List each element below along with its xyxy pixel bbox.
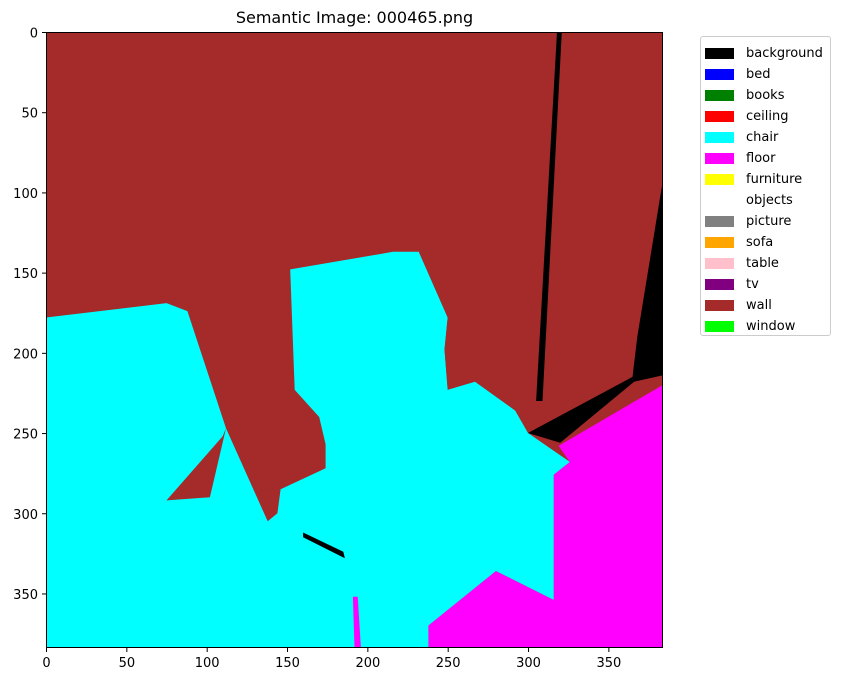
region-wall [290,384,326,466]
region-wall [418,250,483,318]
region-floor [428,384,663,648]
x-tick-label: 300 [516,656,541,671]
y-tick-label: 50 [21,107,38,122]
legend: background bed books ceiling chair floor furni… [700,36,831,336]
y-tick-label: 150 [13,267,38,282]
y-axis: 0 50 100 150 200 250 300 350 [13,27,46,603]
x-tick-label: 150 [275,656,300,671]
y-tick-label: 350 [13,588,38,603]
x-tick-label: 50 [119,656,136,671]
legend-swatch [705,111,734,122]
y-tick-label: 300 [13,508,38,523]
x-tick-label: 0 [42,656,50,671]
legend-label: bed [746,67,771,82]
legend-item-furniture: furniture [705,169,830,190]
legend-swatch [705,195,734,206]
legend-swatch [705,279,734,290]
legend-item-table: table [705,253,830,274]
chart-title: Semantic Image: 000465.png [235,8,474,27]
legend-item-window: window [705,316,830,337]
legend-label: wall [746,298,772,313]
region-floor [352,596,361,648]
legend-label: picture [746,214,792,229]
legend-label: window [746,319,796,334]
region-background [303,532,345,559]
x-axis: 0 50 100 150 200 250 300 350 [42,648,621,671]
region-wall [444,312,504,390]
legend-item-ceiling: ceiling [705,106,830,127]
legend-label: chair [746,130,779,145]
legend-item-background: background [705,43,830,64]
legend-label: objects [746,193,793,208]
legend-swatch [705,48,734,59]
legend-swatch [705,237,734,248]
legend-label: table [746,256,779,271]
plot-frame [46,32,663,648]
legend-item-objects: objects [705,190,830,211]
legend-swatch [705,321,734,332]
legend-swatch [705,69,734,80]
legend-label: books [746,88,785,103]
legend-item-wall: wall [705,295,830,316]
legend-item-chair: chair [705,127,830,148]
legend-swatch [705,90,734,101]
legend-swatch [705,153,734,164]
y-tick-label: 100 [13,187,38,202]
legend-item-bed: bed [705,64,830,85]
segmentation-map [46,32,663,648]
legend-item-floor: floor [705,148,830,169]
y-tick-label: 200 [13,347,38,362]
legend-label: tv [746,277,759,292]
y-tick-label: 0 [30,27,38,42]
legend-item-tv: tv [705,274,830,295]
legend-item-books: books [705,85,830,106]
region-chair [46,251,570,648]
legend-swatch [705,174,734,185]
legend-label: sofa [746,235,774,250]
legend-label: furniture [746,172,803,187]
x-tick-label: 250 [436,656,461,671]
x-tick-label: 200 [355,656,380,671]
region-wall [166,428,226,501]
legend-swatch [705,216,734,227]
legend-swatch [705,258,734,269]
legend-label: background [746,46,823,61]
x-tick-label: 350 [596,656,621,671]
legend-item-picture: picture [705,211,830,232]
legend-label: ceiling [746,109,789,124]
legend-item-sofa: sofa [705,232,830,253]
legend-swatch [705,132,734,143]
x-tick-label: 100 [195,656,220,671]
legend-label: floor [746,151,776,166]
region-background [536,32,562,401]
y-tick-label: 250 [13,428,38,443]
legend-swatch [705,300,734,311]
